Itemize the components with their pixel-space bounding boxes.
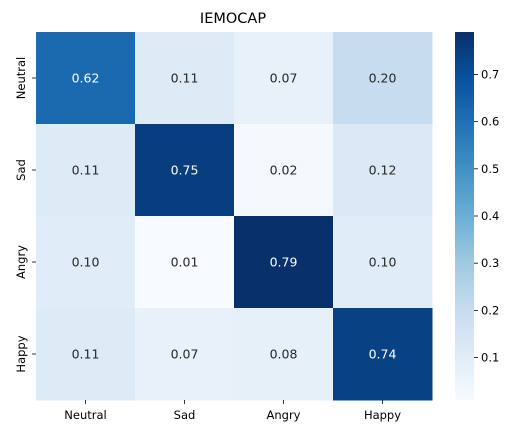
colorbar — [455, 32, 474, 400]
colorbar-ticks: 0.1 0.2 0.3 0.4 0.5 0.6 0.7 — [474, 67, 499, 365]
cell-value-label: 0.01 — [171, 255, 199, 270]
cell-value-label: 0.20 — [369, 71, 397, 86]
heatmap-cell — [36, 216, 136, 309]
y-tick-label: Happy — [14, 335, 28, 372]
y-tick-label: Sad — [14, 159, 28, 181]
x-tick-label: Happy — [364, 408, 401, 422]
heatmap-cell-labels: 0.62 0.11 0.07 0.20 0.11 0.75 0.02 0.12 0.10 0.01… — [72, 71, 397, 362]
cell-value-label: 0.11 — [171, 71, 199, 86]
heatmap-cell — [36, 124, 136, 217]
heatmap-cell — [36, 32, 136, 125]
heatmap-cell — [234, 216, 334, 309]
cell-value-label: 0.11 — [72, 347, 100, 362]
cell-value-label: 0.74 — [369, 347, 397, 362]
cell-value-label: 0.11 — [72, 163, 100, 178]
colorbar-tick-label: 0.6 — [481, 115, 499, 129]
heatmap-cell — [234, 124, 334, 217]
heatmap-cell — [135, 216, 235, 309]
cell-value-label: 0.10 — [72, 255, 100, 270]
y-tick-label: Neutral — [14, 57, 28, 99]
cell-value-label: 0.02 — [270, 163, 298, 178]
heatmap-cell — [333, 216, 433, 309]
heatmap-cell — [234, 32, 334, 125]
heatmap-cell — [333, 308, 433, 401]
heatmap-cell — [333, 32, 433, 125]
colorbar-tick-label: 0.3 — [481, 256, 499, 270]
cell-value-label: 0.12 — [369, 163, 397, 178]
cell-value-label: 0.75 — [171, 163, 199, 178]
x-tick-label: Angry — [267, 408, 301, 422]
chart-title: IEMOCAP — [200, 11, 266, 27]
heatmap-cell — [36, 308, 136, 401]
heatmap-cell — [135, 308, 235, 401]
colorbar-tick-label: 0.5 — [481, 162, 499, 176]
colorbar-tick-label: 0.4 — [481, 209, 499, 223]
x-axis-ticks: Neutral Sad Angry Happy — [64, 400, 401, 422]
cell-value-label: 0.07 — [171, 347, 199, 362]
cell-value-label: 0.10 — [369, 255, 397, 270]
cell-value-label: 0.62 — [72, 71, 100, 86]
cell-value-label: 0.08 — [270, 347, 298, 362]
heatmap-cells — [36, 32, 433, 401]
cell-value-label: 0.79 — [270, 255, 298, 270]
colorbar-tick-label: 0.2 — [481, 303, 499, 317]
heatmap-cell — [333, 124, 433, 217]
x-tick-label: Neutral — [64, 408, 106, 422]
colorbar-tick-label: 0.7 — [481, 67, 499, 81]
y-axis-ticks: Neutral Sad Angry Happy — [14, 57, 36, 373]
heatmap-cell — [135, 124, 235, 217]
colorbar-tick-label: 0.1 — [481, 351, 499, 365]
heatmap-cell — [234, 308, 334, 401]
x-tick-label: Sad — [174, 408, 196, 422]
heatmap-cell — [135, 32, 235, 125]
y-tick-label: Angry — [14, 245, 28, 279]
cell-value-label: 0.07 — [270, 71, 298, 86]
